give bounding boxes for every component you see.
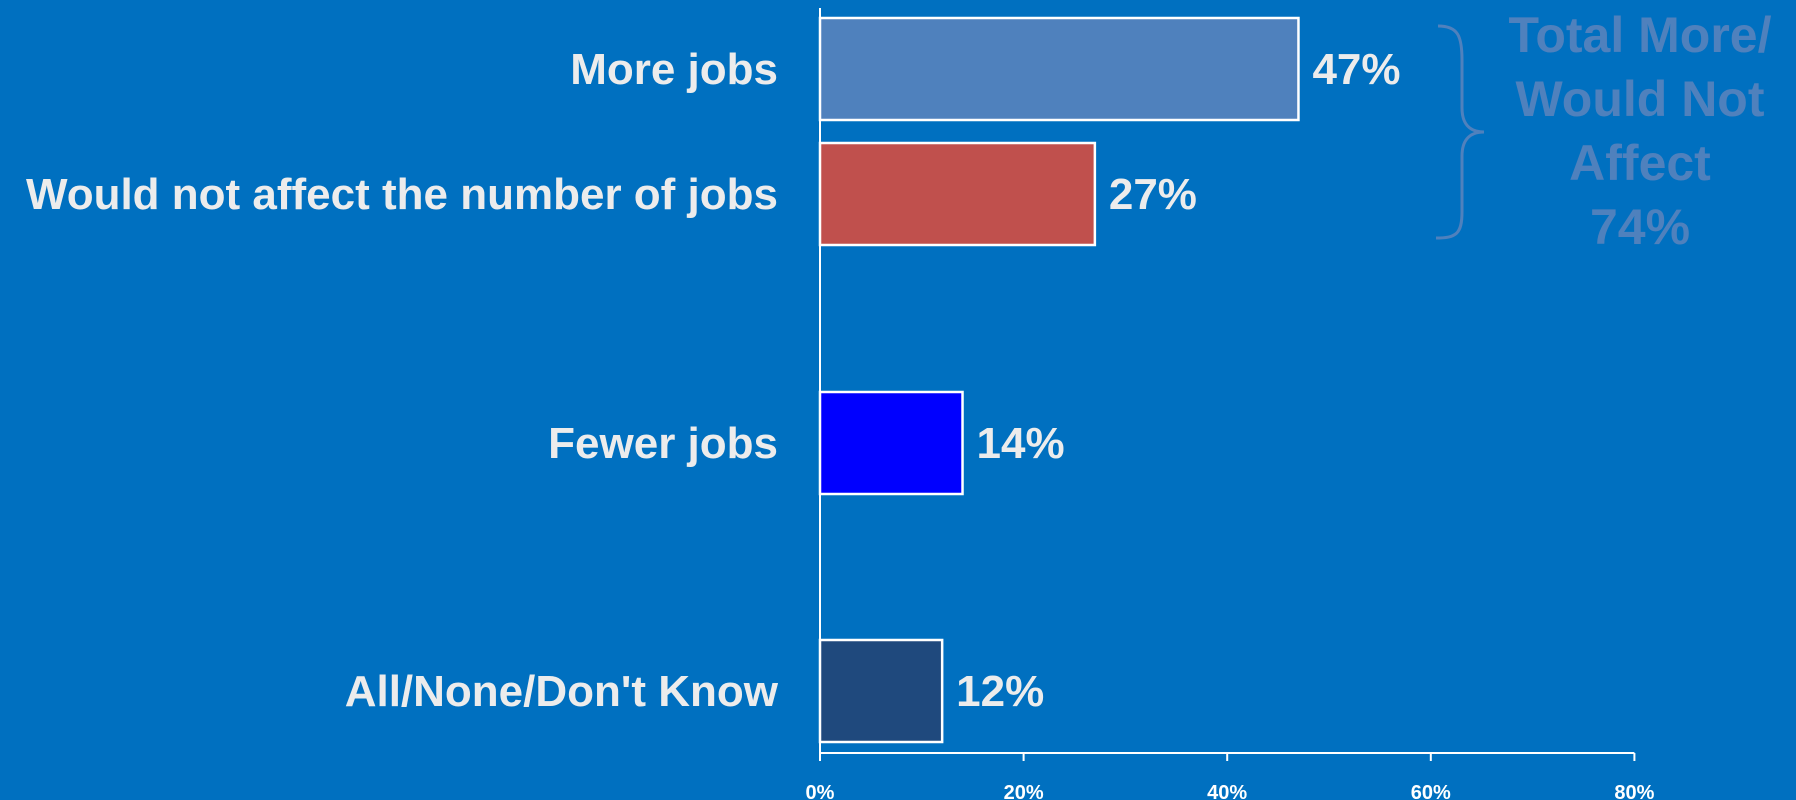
data-label: 12% <box>956 667 1044 716</box>
annotation-text: Would Not <box>1516 71 1765 127</box>
x-axis: 0% 20% 40% 60% 80% <box>806 8 1655 800</box>
bar <box>818 141 1097 247</box>
bars-group <box>818 16 1300 744</box>
data-label: 14% <box>977 419 1065 468</box>
bar <box>818 16 1300 122</box>
annotation-text: Total More/ <box>1509 7 1772 63</box>
category-label: Would not affect the number of jobs <box>26 170 778 219</box>
x-tick-label: 0% <box>806 782 835 800</box>
x-tick-label: 20% <box>1004 782 1044 800</box>
category-label: All/None/Don't Know <box>345 667 779 716</box>
data-label: 27% <box>1109 170 1197 219</box>
bar <box>818 638 944 744</box>
x-tick-label: 40% <box>1207 782 1247 800</box>
annotation-text: Affect <box>1569 135 1711 191</box>
annotation-text: 74% <box>1590 199 1690 255</box>
x-tick-label: 80% <box>1614 782 1654 800</box>
bar <box>818 390 964 496</box>
category-label: More jobs <box>570 45 778 94</box>
annotation-brace <box>1435 24 1485 240</box>
x-tick-label: 60% <box>1411 782 1451 800</box>
data-label: 47% <box>1312 45 1400 94</box>
labels-group: More jobs 47% Would not affect the number … <box>26 45 1401 716</box>
annotation-group: Total More/Would Not Affect 74% <box>1435 7 1772 255</box>
category-label: Fewer jobs <box>548 419 778 468</box>
